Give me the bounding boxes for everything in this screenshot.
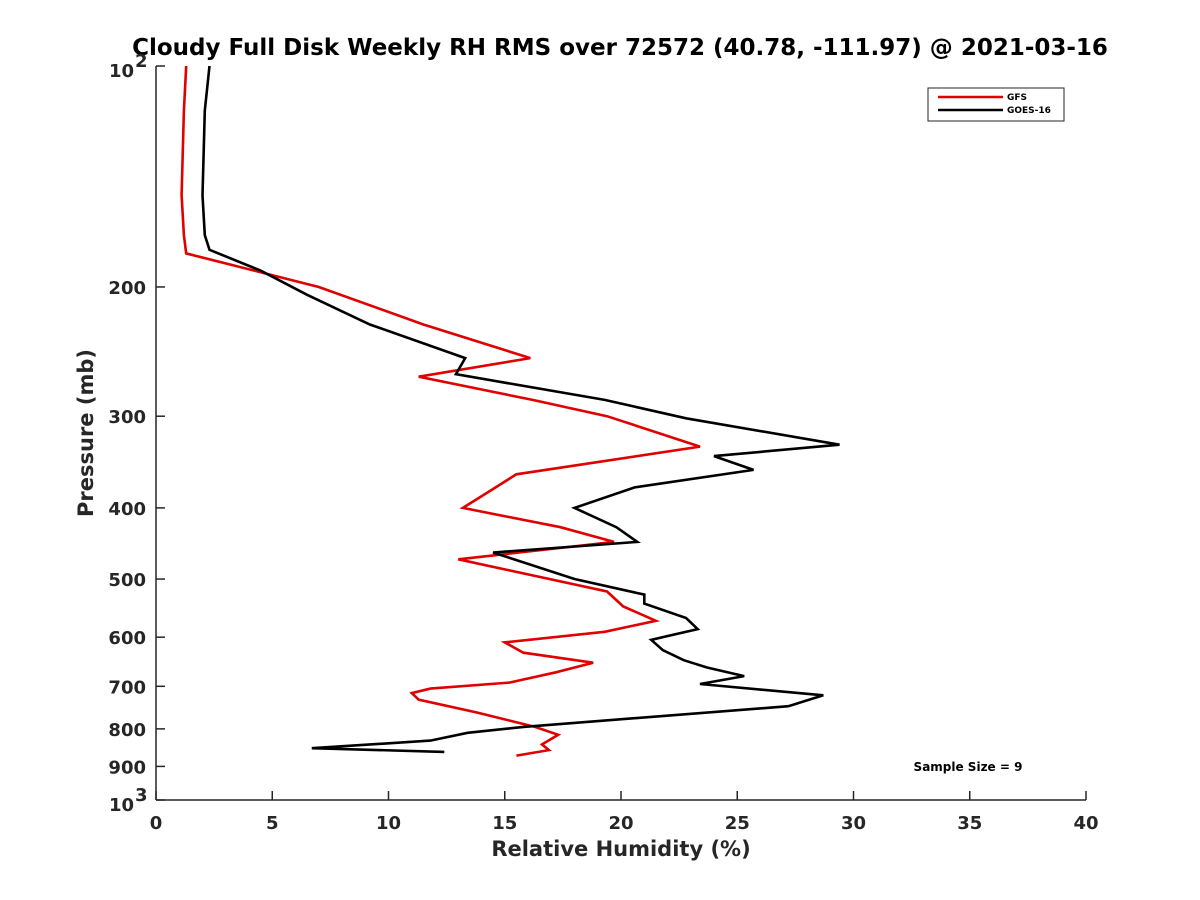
- x-ticks: 0 5 10 15 20 25 30 35 40: [150, 791, 1099, 834]
- y-tick-label: 500: [108, 570, 146, 591]
- series-group: [180, 65, 840, 757]
- legend-label-gfs: GFS: [1007, 93, 1027, 103]
- series-line-gfs: [180, 65, 701, 757]
- y-tick-label: 200: [108, 278, 146, 299]
- x-tick-label: 10: [376, 813, 401, 834]
- y-tick-label: 400: [108, 499, 146, 520]
- y-tick-label: 800: [108, 720, 146, 741]
- y-tick-label: 600: [108, 628, 146, 649]
- y-tick-label: 10: [109, 61, 134, 82]
- legend-box: [927, 87, 1065, 122]
- y-tick-label: 900: [108, 757, 146, 778]
- y-axis-label: Pressure (mb): [74, 349, 98, 517]
- sample-size-annotation: Sample Size = 9: [914, 760, 1023, 774]
- legend-label-goes-16: GOES-16: [1007, 106, 1051, 116]
- x-tick-label: 25: [725, 813, 750, 834]
- y-tick-exponent: 3: [135, 785, 148, 806]
- x-tick-label: 35: [957, 813, 982, 834]
- x-axis-label: Relative Humidity (%): [491, 837, 750, 861]
- y-tick-label: 10: [109, 795, 134, 816]
- x-tick-label: 30: [841, 813, 866, 834]
- y-tick-label: 700: [108, 677, 146, 698]
- series-line-goes-16: [201, 65, 840, 754]
- legend: GFS GOES-16: [927, 87, 1065, 122]
- x-tick-label: 0: [150, 813, 163, 834]
- x-tick-label: 20: [608, 813, 633, 834]
- y-tick-exponent: 2: [135, 51, 148, 72]
- x-tick-label: 5: [266, 813, 279, 834]
- x-tick-label: 40: [1073, 813, 1098, 834]
- x-tick-label: 15: [492, 813, 517, 834]
- chart-title: Cloudy Full Disk Weekly RH RMS over 7257…: [132, 35, 1108, 61]
- y-tick-label: 300: [108, 407, 146, 428]
